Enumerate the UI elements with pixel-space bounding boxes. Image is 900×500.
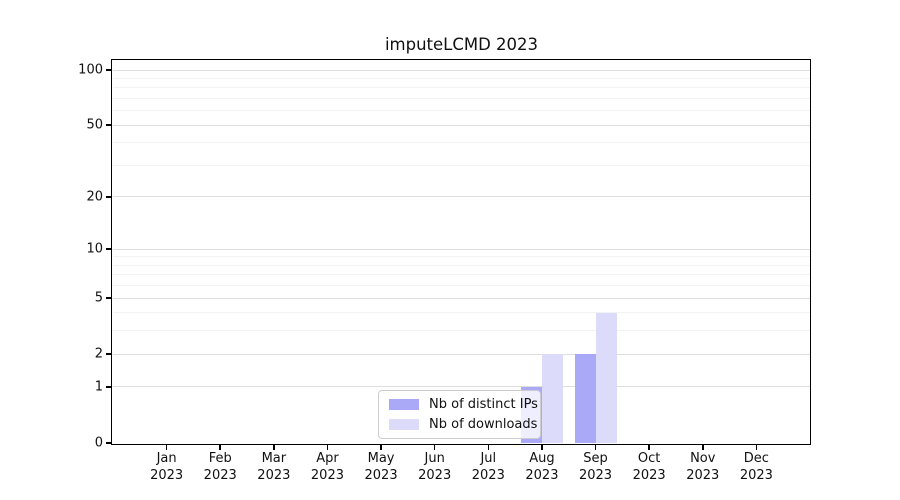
- x-axis-tick: [702, 444, 704, 450]
- gridline-minor: [113, 312, 810, 314]
- gridline-minor: [113, 87, 810, 89]
- y-tick-label: 100: [78, 62, 103, 78]
- x-tick-month: Apr: [316, 451, 339, 466]
- x-tick-year: 2023: [364, 468, 398, 483]
- x-tick-month: Feb: [208, 451, 232, 466]
- x-tick-month: Nov: [690, 451, 716, 466]
- y-tick-label: 20: [86, 189, 103, 205]
- plot-frame: [111, 59, 811, 445]
- legend-swatch-downloads: [389, 419, 419, 430]
- gridline-minor: [113, 256, 810, 258]
- legend-row-downloads: Nb of downloads: [387, 417, 537, 432]
- legend-swatch-distinct-ips: [389, 399, 419, 410]
- y-axis-tick: [106, 353, 111, 355]
- gridline-minor: [113, 330, 810, 332]
- legend: Nb of distinct IPs Nb of downloads: [378, 390, 541, 439]
- x-tick-label: Oct 2023: [614, 450, 684, 484]
- x-axis-tick: [326, 444, 329, 450]
- x-axis-tick: [433, 444, 436, 450]
- x-tick-label: Jul 2023: [453, 450, 523, 484]
- x-axis-tick: [487, 444, 490, 450]
- y-axis-tick: [106, 124, 111, 126]
- x-tick-month: Jul: [480, 451, 497, 466]
- x-tick-label: Mar 2023: [239, 450, 309, 484]
- gridline-major: [113, 297, 810, 299]
- x-tick-label: Nov 2023: [668, 450, 738, 484]
- x-tick-month: Jun: [424, 451, 445, 466]
- x-tick-month: Jan: [156, 451, 177, 466]
- x-axis-tick: [380, 444, 382, 450]
- chart-title: imputeLCMD 2023: [384, 35, 539, 54]
- gridline-minor: [113, 274, 810, 276]
- x-tick-label: May 2023: [346, 450, 416, 484]
- x-tick-year: 2023: [418, 468, 452, 483]
- x-tick-year: 2023: [310, 468, 344, 483]
- x-axis-tick: [648, 444, 650, 450]
- y-tick-label: 0: [94, 435, 103, 451]
- gridline-major: [113, 124, 810, 126]
- x-tick-label: Sep 2023: [561, 450, 631, 484]
- legend-label-distinct-ips: Nb of distinct IPs: [429, 397, 538, 412]
- x-tick-month: Mar: [261, 451, 287, 466]
- x-tick-label: Aug 2023: [507, 450, 577, 484]
- x-axis-tick: [273, 444, 275, 450]
- gridline-major: [113, 248, 810, 250]
- gridline-major: [113, 353, 810, 355]
- x-tick-year: 2023: [686, 468, 720, 483]
- x-axis-tick: [219, 444, 221, 450]
- y-axis-tick: [106, 196, 111, 198]
- x-tick-label: Jun 2023: [400, 450, 470, 484]
- gridline-minor: [113, 285, 810, 287]
- x-axis-tick: [755, 444, 758, 450]
- legend-label-downloads: Nb of downloads: [429, 417, 538, 432]
- x-tick-year: 2023: [471, 468, 505, 483]
- x-tick-label: Feb 2023: [185, 450, 255, 484]
- bar-downloads: [595, 312, 617, 443]
- x-tick-year: 2023: [578, 468, 613, 483]
- x-tick-month: Oct: [637, 451, 661, 466]
- y-axis-tick: [106, 386, 111, 388]
- x-tick-label: Apr 2023: [292, 450, 362, 484]
- x-axis-tick: [594, 444, 597, 450]
- y-axis-tick: [106, 297, 111, 299]
- x-axis-tick: [541, 444, 543, 450]
- gridline-major: [113, 196, 810, 198]
- gridline-minor: [113, 97, 810, 99]
- x-tick-month: May: [367, 451, 395, 466]
- x-tick-month: Sep: [583, 451, 608, 466]
- x-tick-label: Jan 2023: [132, 450, 202, 484]
- y-tick-label: 50: [86, 117, 103, 133]
- x-tick-year: 2023: [739, 468, 773, 483]
- y-axis-tick: [106, 69, 111, 71]
- x-axis-tick: [165, 444, 168, 450]
- y-tick-label: 5: [94, 290, 103, 306]
- bar-distinct-ips: [574, 354, 596, 443]
- x-tick-month: Aug: [529, 451, 555, 466]
- x-tick-month: Dec: [743, 451, 769, 466]
- gridline-minor: [113, 142, 810, 144]
- y-tick-label: 1: [94, 379, 103, 395]
- x-tick-year: 2023: [203, 468, 237, 483]
- gridline-minor: [113, 77, 810, 79]
- y-axis-tick: [106, 442, 111, 444]
- x-tick-year: 2023: [632, 468, 666, 483]
- y-tick-label: 10: [86, 241, 103, 257]
- y-axis-tick: [106, 248, 111, 250]
- x-tick-year: 2023: [525, 468, 559, 483]
- legend-row-distinct-ips: Nb of distinct IPs: [387, 397, 538, 412]
- gridline-minor: [113, 264, 810, 266]
- gridline-major: [113, 69, 810, 71]
- x-tick-label: Dec 2023: [721, 450, 791, 484]
- x-tick-year: 2023: [150, 468, 184, 483]
- bar-downloads: [541, 354, 563, 443]
- y-tick-label: 2: [94, 346, 103, 362]
- gridline-minor: [113, 164, 810, 166]
- gridline-major: [113, 386, 810, 388]
- gridline-minor: [113, 110, 810, 112]
- x-tick-year: 2023: [257, 468, 291, 483]
